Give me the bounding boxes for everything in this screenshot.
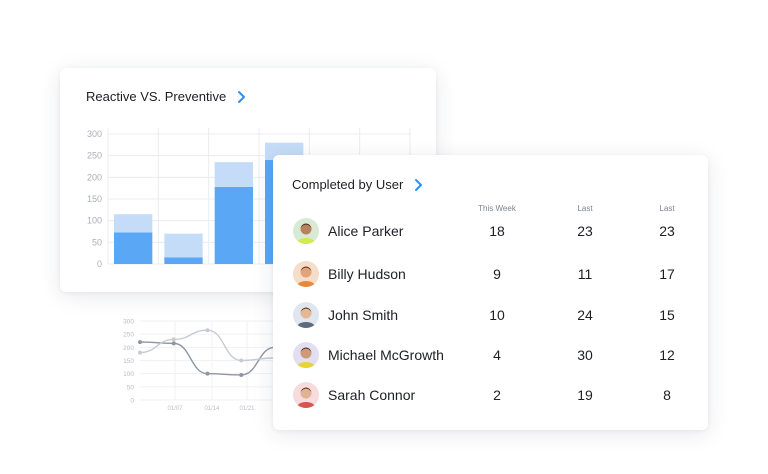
bar-preventive	[214, 162, 253, 187]
user-name: Billy Hudson	[328, 266, 406, 282]
y-tick-label: 0	[97, 259, 102, 269]
column-header-this-week: This Week	[478, 204, 516, 213]
y-tick-label: 250	[123, 332, 134, 339]
this-week-count: 9	[493, 266, 501, 282]
last-count: 11	[577, 266, 593, 282]
line-point	[138, 350, 142, 355]
user-name: Sarah Connor	[328, 387, 416, 403]
line-point	[171, 337, 176, 342]
last-count: 15	[659, 307, 675, 323]
y-tick-label: 150	[87, 194, 102, 204]
column-header-last: Last	[577, 204, 593, 213]
y-tick-label: 300	[87, 129, 102, 139]
avatar	[293, 218, 319, 244]
last-count: 12	[659, 347, 675, 363]
x-tick-label: 01/21	[239, 406, 255, 412]
completed-by-user-title: Completed by User	[292, 177, 404, 192]
avatar	[293, 261, 319, 287]
last-count: 24	[577, 307, 593, 323]
y-tick-label: 0	[130, 398, 134, 405]
avatar	[293, 382, 319, 408]
this-week-count: 2	[493, 387, 501, 403]
line-point	[171, 341, 176, 346]
completed-by-user-card: Completed by User This Week Last Last Al…	[273, 155, 708, 430]
user-row[interactable]: Michael McGrowth 4 30 12	[273, 336, 708, 376]
y-tick-label: 150	[123, 358, 134, 365]
y-tick-label: 100	[123, 371, 134, 378]
last-count: 19	[577, 387, 593, 403]
user-row[interactable]: Alice Parker 18 23 23	[273, 212, 708, 252]
user-row[interactable]: Billy Hudson 9 11 17	[273, 255, 708, 295]
y-tick-label: 300	[123, 319, 134, 326]
y-tick-label: 250	[87, 151, 102, 161]
line-point	[205, 328, 210, 333]
last-count: 30	[577, 347, 593, 363]
line-point	[138, 340, 142, 345]
user-name: Michael McGrowth	[328, 347, 444, 363]
last-count: 17	[659, 266, 675, 282]
y-tick-label: 50	[92, 237, 102, 247]
chevron-right-icon[interactable]	[234, 90, 248, 104]
reactive-vs-preventive-title: Reactive VS. Preventive	[86, 89, 227, 104]
last-count: 23	[577, 223, 593, 239]
this-week-count: 18	[489, 223, 505, 239]
x-tick-label: 01/14	[204, 406, 220, 412]
completed-by-user-header[interactable]: Completed by User	[292, 177, 425, 192]
line-point	[239, 358, 244, 363]
avatar	[293, 342, 319, 368]
chevron-right-icon[interactable]	[411, 178, 425, 192]
user-row[interactable]: Sarah Connor 2 19 8	[273, 376, 708, 416]
column-header-last: Last	[659, 204, 675, 213]
y-tick-label: 50	[127, 384, 135, 391]
reactive-vs-preventive-header[interactable]: Reactive VS. Preventive	[86, 89, 248, 104]
last-count: 8	[663, 387, 671, 403]
bar-reactive	[114, 232, 153, 264]
user-name: John Smith	[328, 307, 399, 323]
background-line-chart: 300 250 200 150 100 50 0 01/07 01/14 01/21	[123, 319, 277, 412]
line-point	[239, 372, 244, 377]
bar-reactive	[214, 186, 253, 264]
bar-preventive	[114, 214, 153, 233]
y-tick-label: 100	[87, 216, 102, 226]
line-series	[139, 329, 276, 362]
line-point	[205, 371, 210, 376]
y-tick-label: 200	[87, 172, 102, 182]
bar-preventive	[164, 233, 203, 258]
y-tick-label: 200	[123, 345, 134, 352]
this-week-count: 10	[489, 307, 505, 323]
x-tick-label: 01/07	[167, 406, 183, 412]
bar-reactive	[164, 257, 203, 264]
user-name: Alice Parker	[328, 223, 404, 239]
user-row[interactable]: John Smith 10 24 15	[273, 296, 708, 336]
this-week-count: 4	[493, 347, 501, 363]
last-count: 23	[659, 223, 675, 239]
avatar	[293, 302, 319, 328]
